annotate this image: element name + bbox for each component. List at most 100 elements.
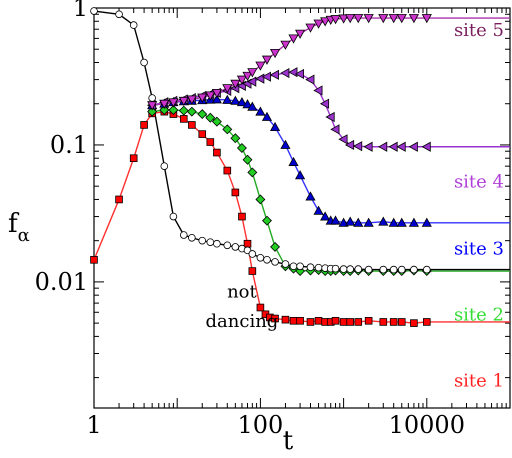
data-point	[388, 217, 399, 227]
x-tick-label: 10000	[389, 411, 465, 439]
data-point	[331, 264, 340, 273]
annotations: not dancing site 5 site 4 site 3 site 2 site 1	[206, 20, 504, 392]
data-point	[186, 95, 197, 105]
data-point	[314, 263, 323, 272]
data-point	[319, 98, 330, 109]
data-point	[410, 319, 418, 327]
data-point	[236, 97, 248, 107]
data-point	[197, 109, 208, 120]
data-point	[396, 14, 407, 24]
data-point	[306, 263, 315, 272]
data-point	[378, 141, 388, 152]
data-point	[206, 238, 215, 246]
data-point	[379, 265, 388, 274]
data-point	[242, 99, 253, 109]
data-point	[408, 141, 418, 152]
data-point	[236, 75, 248, 85]
data-point	[188, 121, 196, 129]
data-point	[294, 68, 305, 80]
data-point	[421, 141, 431, 152]
data-point	[338, 217, 349, 227]
data-point	[388, 14, 399, 24]
data-point	[408, 14, 419, 24]
annotation-label: dancing	[206, 311, 279, 332]
data-point	[364, 316, 373, 325]
data-point	[160, 162, 169, 170]
annotation-label: site 1	[454, 371, 504, 392]
y-axis-title-subscript: α	[18, 225, 30, 246]
data-point	[353, 14, 364, 24]
y-tick-label: 1	[73, 0, 88, 22]
data-point	[338, 14, 349, 24]
y-tick-label: 0.01	[35, 268, 88, 296]
data-point	[159, 99, 170, 109]
data-point	[330, 215, 341, 225]
y-axis-title-main: f	[8, 209, 20, 239]
data-point	[129, 21, 138, 29]
data-point	[205, 91, 216, 101]
data-point	[255, 73, 265, 84]
series-lines	[93, 10, 510, 324]
data-point	[206, 138, 215, 146]
data-point	[408, 217, 419, 227]
data-point	[422, 265, 431, 274]
data-point	[288, 67, 298, 78]
data-point	[261, 111, 273, 121]
series-line	[93, 10, 510, 271]
data-point	[363, 14, 374, 24]
data-point	[248, 250, 257, 258]
data-point	[271, 258, 279, 266]
data-point	[397, 265, 406, 274]
series-line	[93, 110, 510, 324]
data-point	[247, 68, 258, 78]
data-point	[345, 14, 356, 24]
data-point	[148, 94, 156, 102]
data-point	[168, 105, 179, 115]
data-point	[179, 231, 188, 239]
data-point	[255, 194, 266, 205]
data-point	[281, 315, 290, 324]
x-tick-label: 1	[86, 411, 101, 439]
data-point	[364, 265, 373, 274]
data-point	[345, 216, 356, 226]
data-point	[330, 15, 341, 25]
data-point	[140, 121, 148, 129]
data-point	[330, 124, 340, 135]
data-point	[213, 239, 221, 248]
data-point	[338, 134, 348, 145]
data-point	[314, 316, 323, 325]
data-point	[255, 61, 266, 71]
annotation-label: site 5	[454, 20, 504, 41]
data-point	[305, 191, 316, 201]
data-point	[179, 115, 188, 123]
data-point	[269, 121, 281, 132]
data-point	[247, 101, 258, 111]
data-point	[223, 241, 232, 250]
data-point	[230, 95, 241, 105]
data-point	[410, 265, 418, 274]
series-line	[152, 98, 510, 224]
data-point	[168, 98, 179, 108]
data-point	[280, 40, 291, 50]
data-point	[378, 14, 389, 24]
data-point	[422, 318, 431, 326]
data-point	[271, 314, 279, 323]
data-point	[344, 139, 355, 151]
data-point	[280, 139, 291, 149]
data-point	[205, 112, 216, 123]
data-point	[339, 265, 348, 273]
data-point	[147, 106, 158, 117]
data-point	[296, 262, 304, 271]
axis-ticks	[93, 7, 510, 408]
data-point	[231, 243, 240, 251]
data-point	[353, 141, 363, 152]
data-point	[313, 85, 323, 96]
data-point	[280, 67, 290, 79]
data-point	[247, 167, 258, 178]
data-point	[247, 76, 257, 87]
data-point	[269, 69, 279, 80]
data-point	[188, 233, 196, 242]
data-point	[288, 34, 299, 44]
data-point	[198, 130, 207, 138]
